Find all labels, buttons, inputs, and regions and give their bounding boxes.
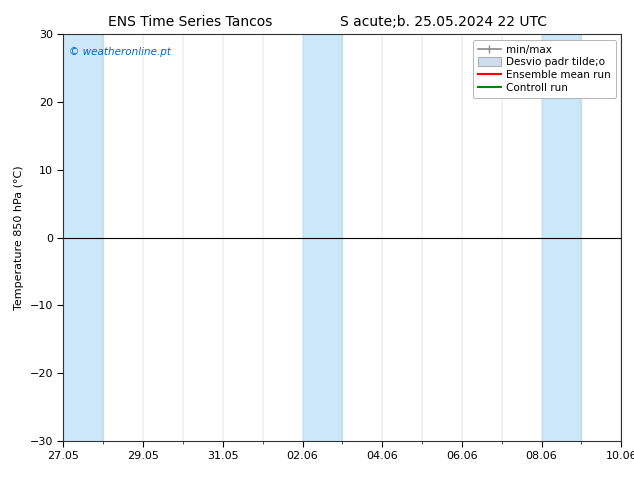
Text: © weatheronline.pt: © weatheronline.pt [69,47,171,56]
Bar [63,34,103,441]
Text: S acute;b. 25.05.2024 22 UTC: S acute;b. 25.05.2024 22 UTC [340,15,547,29]
Legend: min/max, Desvio padr tilde;o, Ensemble mean run, Controll run: min/max, Desvio padr tilde;o, Ensemble m… [473,40,616,98]
Text: ENS Time Series Tancos: ENS Time Series Tancos [108,15,273,29]
Bar [302,34,342,441]
Bar [541,34,581,441]
Y-axis label: Temperature 850 hPa (°C): Temperature 850 hPa (°C) [14,165,24,310]
